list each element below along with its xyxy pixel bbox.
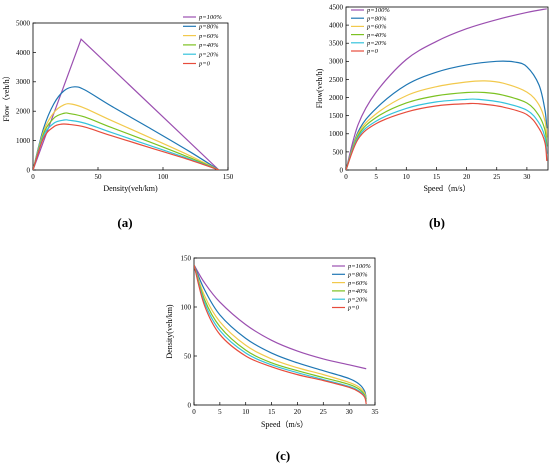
legend-label: p=20% [198, 51, 219, 58]
x-axis-title: Speed（m/s） [261, 420, 308, 429]
chart-panel-2: 0 5 10 15 20 25 30 0 500 1000 1500 2000 2500 3000 3500… [315, 3, 549, 230]
series-line-2 [346, 60, 548, 170]
series-line-5 [346, 98, 548, 170]
y-tick-label: 2000 [16, 108, 31, 116]
y-tick-label: 500 [333, 148, 344, 156]
legend-label: p=100% [198, 14, 222, 21]
y-tick-label: 4500 [329, 3, 344, 11]
panel-label: (b) [429, 215, 445, 230]
y-tick-label: 4000 [16, 49, 31, 57]
x-tick-label: 100 [158, 173, 169, 181]
plot-frame [193, 257, 376, 406]
legend-label: p=60% [366, 24, 387, 31]
y-tick-label: 3000 [16, 78, 31, 86]
legend-label: p=80% [198, 24, 219, 31]
legend-label: p=40% [366, 32, 387, 39]
y-axis-title: Flow（veh/h） [2, 71, 11, 121]
series-line-1 [194, 264, 367, 370]
x-tick-label: 15 [268, 408, 276, 416]
x-tick-label: 5 [218, 408, 222, 416]
series-line-5 [33, 119, 220, 170]
legend-label: p=0 [198, 61, 211, 68]
y-tick-label: 3000 [329, 58, 344, 66]
x-tick-label: 0 [192, 408, 196, 416]
x-tick-label: 30 [346, 408, 354, 416]
x-axis-title: Density(veh/km) [103, 184, 158, 193]
series-line-5 [194, 264, 367, 403]
legend-label: p=100% [347, 263, 371, 270]
y-tick-label: 3500 [329, 40, 344, 48]
x-tick-label: 0 [31, 173, 35, 181]
series-line-4 [346, 91, 548, 170]
x-tick-label: 150 [223, 173, 234, 181]
x-tick-label: 10 [403, 173, 411, 181]
chart-panel-3: 0 5 10 15 20 25 30 35 0 50 100 150 Speed（m/s） Density… [165, 254, 379, 463]
x-tick-label: 20 [294, 408, 302, 416]
series-line-6 [194, 264, 367, 405]
x-tick-label: 30 [523, 173, 531, 181]
legend-label: p=80% [347, 272, 368, 279]
y-tick-label: 0 [27, 166, 31, 174]
y-tick-label: 4000 [329, 22, 344, 30]
y-tick-label: 0 [188, 401, 192, 409]
y-tick-label: 5000 [16, 19, 31, 27]
y-axis-title: Flow(veh/h) [315, 68, 324, 108]
panel-label: (a) [117, 215, 132, 230]
series-line-4 [33, 112, 220, 170]
x-tick-label: 25 [493, 173, 501, 181]
y-tick-label: 1000 [329, 130, 344, 138]
y-tick-label: 1500 [329, 112, 344, 120]
x-tick-label: 10 [242, 408, 250, 416]
y-tick-label: 150 [181, 254, 192, 262]
x-tick-label: 35 [372, 408, 380, 416]
legend-label: p=60% [347, 280, 368, 287]
series-line-3 [33, 103, 220, 170]
legend-label: p=20% [366, 40, 387, 47]
series-line-2 [33, 86, 220, 170]
series-line-4 [194, 264, 367, 402]
x-tick-label: 20 [463, 173, 471, 181]
series-line-2 [194, 264, 367, 400]
series-line-6 [346, 102, 548, 170]
legend-label: p=20% [347, 296, 368, 303]
legend-label: p=40% [198, 42, 219, 49]
legend-label: p=60% [198, 33, 219, 40]
series-line-1 [346, 8, 547, 170]
legend-label: p=40% [347, 288, 368, 295]
series-line-6 [33, 123, 220, 170]
x-axis-title: Speed（m/s） [423, 184, 470, 193]
legend-label: p=100% [366, 7, 390, 14]
y-tick-label: 1000 [16, 137, 31, 145]
y-tick-label: 50 [184, 352, 192, 360]
plot-frame [32, 22, 229, 171]
legend-label: p=0 [347, 305, 360, 312]
x-tick-label: 50 [95, 173, 103, 181]
series-line-3 [346, 80, 548, 170]
chart-panel-1: 0 50 100 150 0 1000 2000 3000 4000 5000 Density(ve… [2, 14, 234, 230]
x-tick-label: 0 [344, 173, 348, 181]
y-tick-label: 2500 [329, 76, 344, 84]
x-tick-label: 25 [320, 408, 328, 416]
legend-label: p=0 [366, 48, 379, 55]
series-line-1 [33, 38, 220, 170]
y-tick-label: 2000 [329, 94, 344, 102]
x-tick-label: 15 [433, 173, 441, 181]
legend-label: p=80% [366, 15, 387, 22]
x-tick-label: 5 [374, 173, 378, 181]
y-tick-label: 0 [340, 166, 344, 174]
plot-frame [345, 6, 549, 171]
y-axis-title: Density(veh/km) [165, 304, 174, 359]
panel-label: (c) [276, 448, 290, 463]
y-tick-label: 100 [181, 303, 192, 311]
series-line-3 [194, 264, 367, 401]
